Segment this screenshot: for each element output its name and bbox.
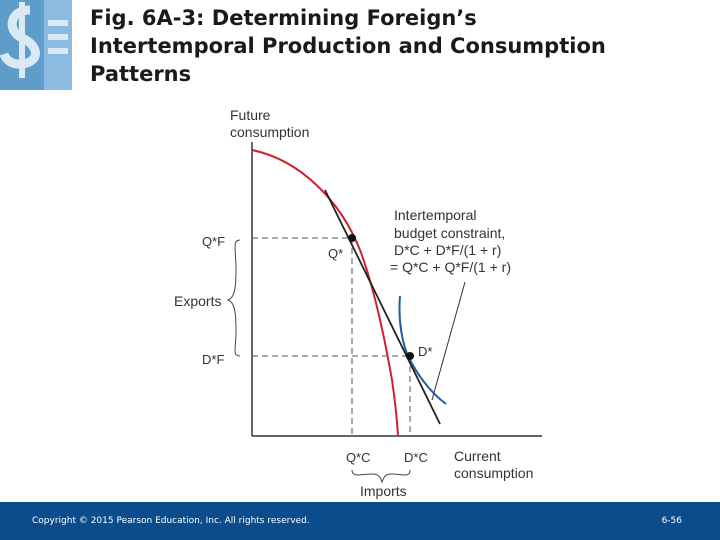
budget-constraint-equation-1: D*C + D*F/(1 + r) [394, 242, 501, 258]
point-d-label: D* [418, 344, 432, 359]
imports-label: Imports [360, 483, 407, 499]
df-label: D*F [202, 352, 224, 367]
slide-title: Fig. 6A-3: Determining Foreign’s Interte… [90, 4, 710, 88]
exports-brace [226, 239, 241, 357]
slide-number: 6-56 [661, 516, 682, 526]
dollar-logo-icon [0, 0, 72, 90]
y-axis-label-line-2: consumption [230, 124, 309, 140]
x-axis-label-line-1: Current [454, 448, 501, 464]
point-q [348, 234, 356, 242]
title-line-1: Fig. 6A-3: Determining Foreign’s [90, 6, 477, 30]
budget-constraint-line [324, 189, 441, 425]
footer-bar: Copyright © 2015 Pearson Education, Inc.… [0, 502, 720, 540]
qc-label: Q*C [346, 450, 371, 465]
y-axis-label-line-1: Future [230, 107, 271, 123]
copyright-text: Copyright © 2015 Pearson Education, Inc.… [32, 516, 310, 526]
intertemporal-diagram: Future consumption Current consumption Q… [174, 107, 542, 499]
budget-label-pointer [431, 281, 466, 401]
budget-constraint-equation-2: = Q*C + Q*F/(1 + r) [390, 259, 511, 275]
title-line-2: Intertemporal Production and Consumption [90, 34, 606, 58]
point-d [406, 352, 414, 360]
budget-constraint-label-line-1: Intertemporal [394, 207, 476, 223]
qf-label: Q*F [202, 234, 225, 249]
x-axis-label-line-2: consumption [454, 465, 533, 481]
exports-label: Exports [174, 293, 221, 309]
point-q-label: Q* [328, 246, 343, 261]
imports-brace [351, 469, 411, 484]
title-line-3: Patterns [90, 62, 192, 86]
dc-label: D*C [404, 450, 428, 465]
budget-constraint-label-line-2: budget constraint, [394, 225, 505, 241]
